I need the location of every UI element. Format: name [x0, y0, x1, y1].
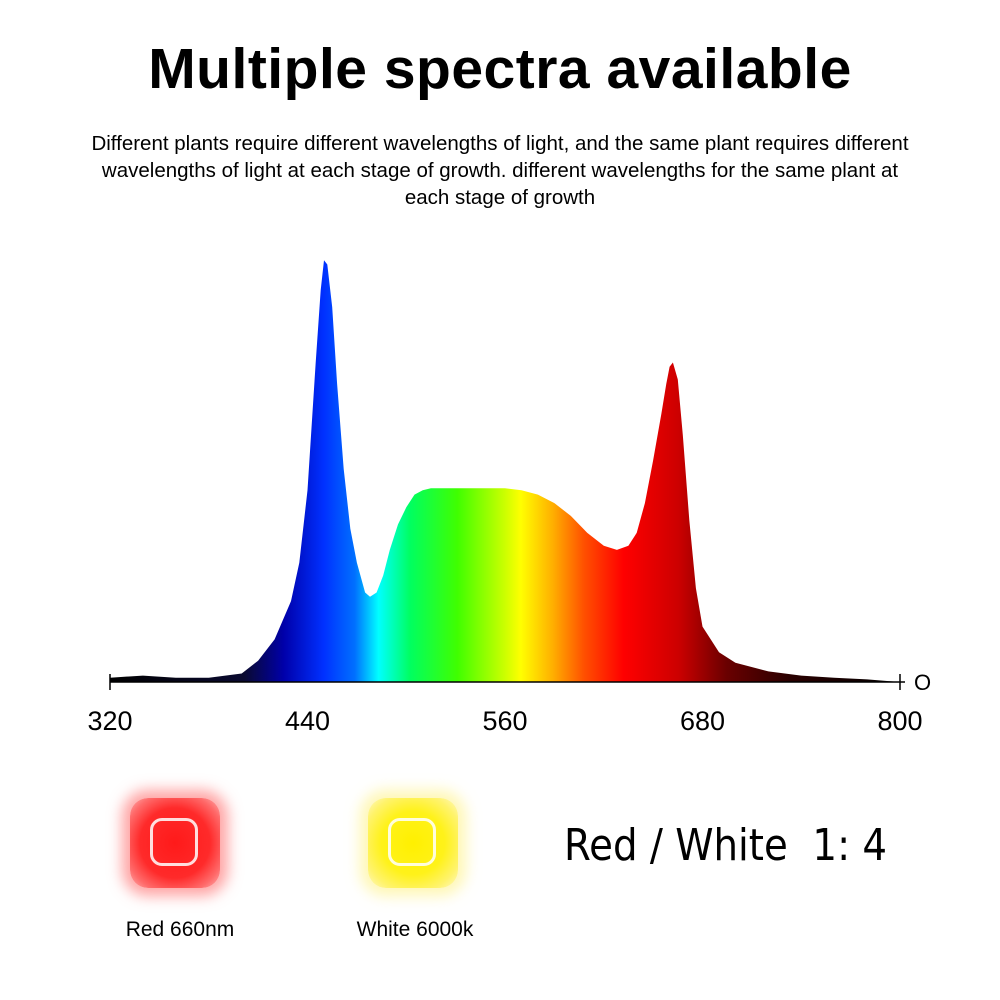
x-tick-label-800: 800 [877, 706, 922, 736]
x-tick-label-680: 680 [680, 706, 725, 736]
red-led-label: Red 660nm [125, 918, 235, 941]
x-tick-label-440: 440 [285, 706, 330, 736]
x-tick-label-560: 560 [482, 706, 527, 736]
white-led-label: White 6000k [356, 918, 474, 941]
page-title: Multiple spectra available [148, 37, 852, 101]
page-subtitle: Different plants require different wavel… [91, 132, 909, 209]
x-tick-labels: 320 440 560 680 800 [87, 706, 922, 736]
x-tick-label-320: 320 [87, 706, 132, 736]
spectrum-chart: O 320 440 560 680 800 [87, 260, 931, 736]
ratio-text: Red / White 1: 4 [564, 820, 888, 871]
white-led-chip [368, 798, 458, 888]
spectrum-area [110, 260, 900, 682]
axis-end-label: O [914, 670, 931, 695]
red-led-chip [130, 798, 220, 888]
